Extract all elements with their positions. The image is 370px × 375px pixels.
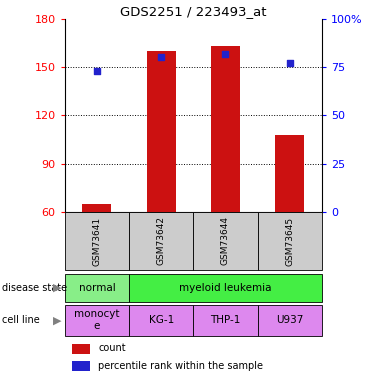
Bar xyxy=(129,212,193,270)
Bar xyxy=(73,344,91,354)
Bar xyxy=(193,212,258,270)
Point xyxy=(94,68,100,74)
Text: ▶: ▶ xyxy=(53,315,61,325)
Bar xyxy=(193,305,258,336)
Bar xyxy=(211,46,240,212)
Bar xyxy=(83,204,111,212)
Text: count: count xyxy=(98,343,126,353)
Title: GDS2251 / 223493_at: GDS2251 / 223493_at xyxy=(120,4,266,18)
Text: U937: U937 xyxy=(276,315,303,325)
Bar xyxy=(65,212,129,270)
Text: myeloid leukemia: myeloid leukemia xyxy=(179,283,272,293)
Text: KG-1: KG-1 xyxy=(149,315,174,325)
Bar xyxy=(65,274,129,302)
Text: disease state: disease state xyxy=(2,283,67,293)
Text: ▶: ▶ xyxy=(53,283,61,293)
Point xyxy=(222,51,228,57)
Text: cell line: cell line xyxy=(2,315,40,325)
Bar xyxy=(129,274,322,302)
Text: GSM73645: GSM73645 xyxy=(285,216,294,266)
Bar xyxy=(275,135,304,212)
Bar xyxy=(147,51,176,212)
Bar xyxy=(129,305,193,336)
Bar xyxy=(73,362,91,371)
Text: GSM73644: GSM73644 xyxy=(221,216,230,266)
Bar xyxy=(65,305,129,336)
Text: normal: normal xyxy=(78,283,115,293)
Point xyxy=(287,60,293,66)
Bar xyxy=(258,305,322,336)
Text: GSM73641: GSM73641 xyxy=(92,216,101,266)
Bar xyxy=(258,212,322,270)
Text: percentile rank within the sample: percentile rank within the sample xyxy=(98,361,263,371)
Text: monocyt
e: monocyt e xyxy=(74,309,120,331)
Text: GSM73642: GSM73642 xyxy=(157,216,166,266)
Text: THP-1: THP-1 xyxy=(210,315,240,325)
Point xyxy=(158,54,164,60)
